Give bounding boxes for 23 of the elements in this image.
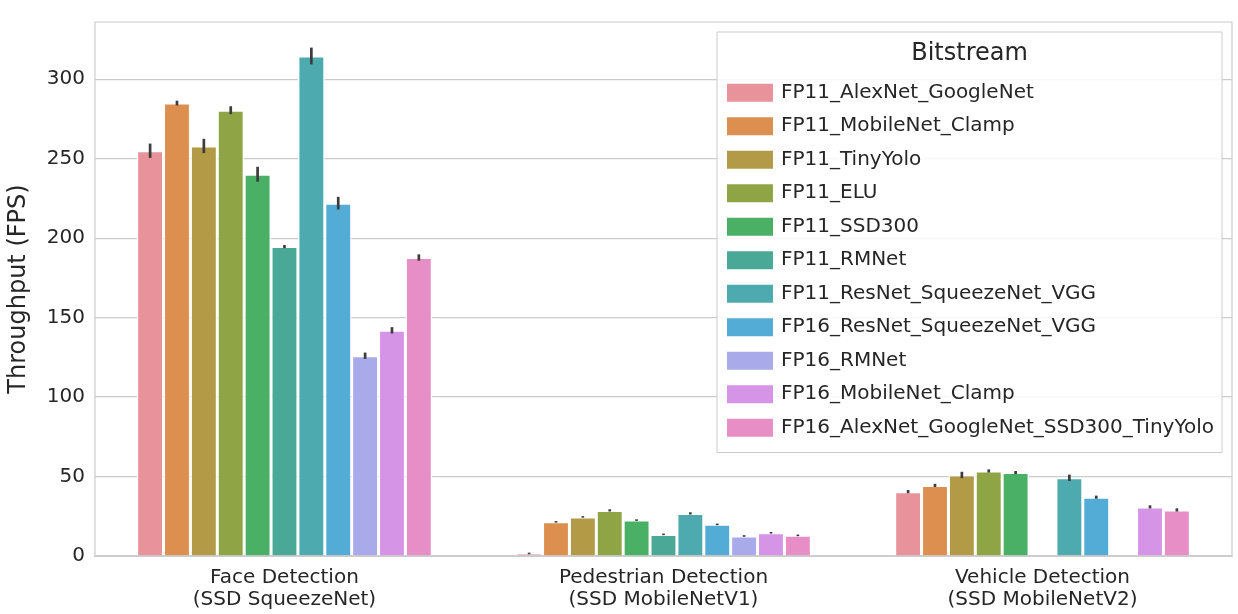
y-axis-title: Throughput (FPS) [2,184,31,395]
x-tick-label: Face Detection (SSD SqueezeNet) [192,564,377,611]
y-tick-label: 100 [46,383,85,408]
legend-label: FP16_ResNet_SqueezeNet_VGG [780,313,1097,338]
y-tick-label: 150 [46,303,85,328]
y-tick-label: 0 [72,542,85,567]
legend-label: FP16_AlexNet_GoogleNet_SSD300_TinyYolo [780,413,1215,438]
legend-label: FP11_RMNet [780,246,907,271]
legend-label: FP11_SSD300 [780,212,919,237]
legend-title: Bitstream [911,38,1028,67]
legend-label: FP11_ResNet_SqueezeNet_VGG [780,279,1097,304]
legend-label: FP11_AlexNet_GoogleNet [780,78,1034,103]
x-tick-label: Vehicle Detection (SSD MobileNetV2) [947,564,1138,611]
x-tick-label: Pedestrian Detection (SSD MobileNetV1) [558,564,769,611]
legend-label: FP16_RMNet [780,346,907,371]
y-tick-label: 250 [46,144,85,169]
legend-label: FP11_ELU [780,179,878,204]
legend-label: FP16_MobileNet_Clamp [780,380,1015,405]
y-tick-label: 300 [46,65,85,90]
legend-label: FP11_MobileNet_Clamp [780,112,1015,137]
legend-label: FP11_TinyYolo [780,145,922,170]
y-tick-label: 200 [46,224,85,249]
y-tick-label: 50 [59,462,85,487]
